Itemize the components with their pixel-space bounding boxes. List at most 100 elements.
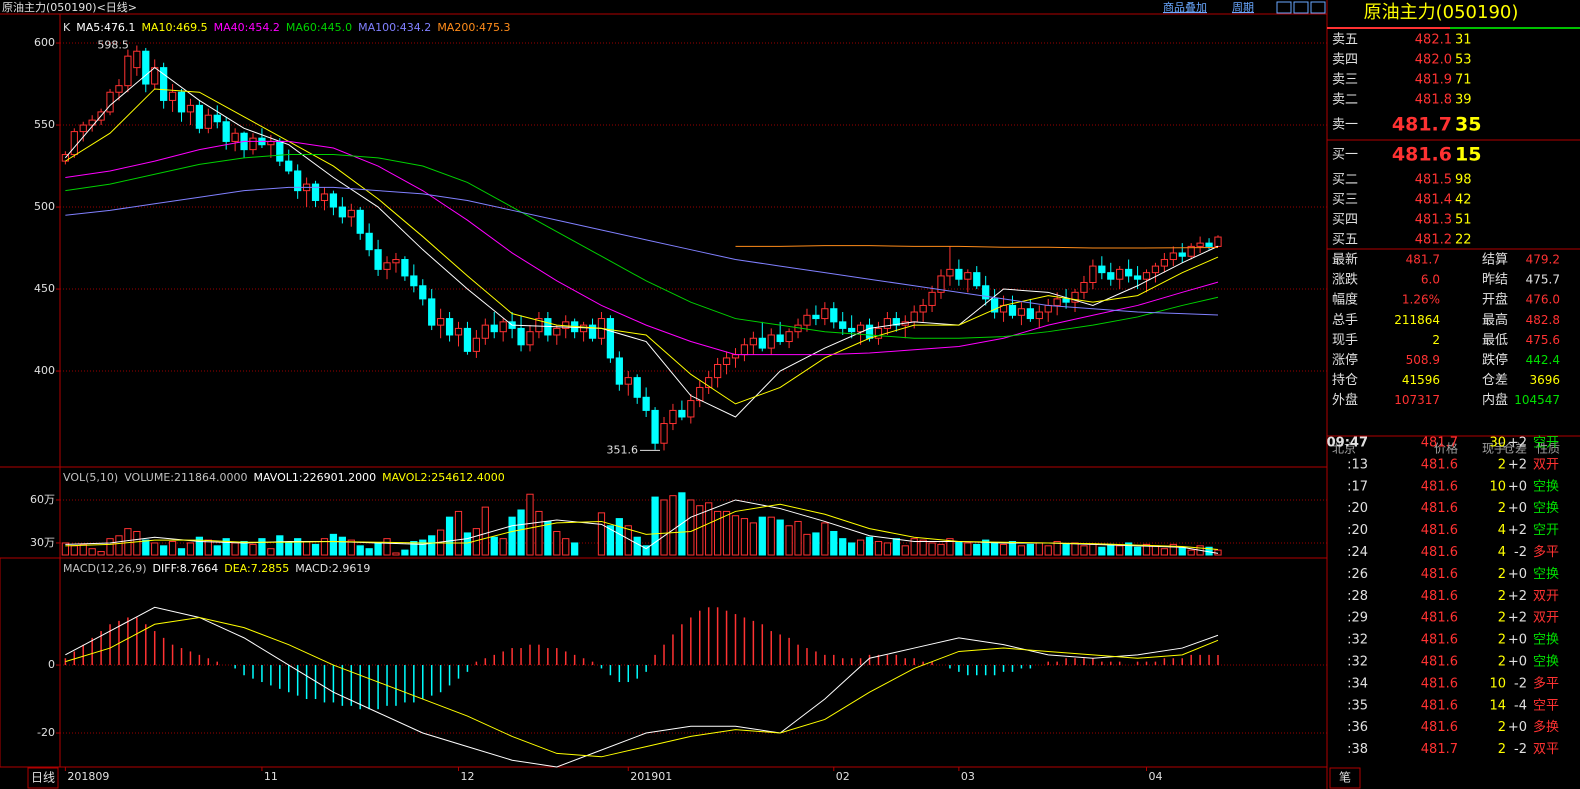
stat-value: 107317 bbox=[1394, 393, 1440, 407]
tick-cell: +0 bbox=[1508, 501, 1527, 516]
tick-cell: 空换 bbox=[1533, 501, 1559, 516]
candle-body bbox=[821, 308, 829, 320]
candle-body bbox=[982, 285, 990, 300]
volume-bar bbox=[722, 510, 731, 556]
tick-cell: 4 bbox=[1498, 523, 1506, 538]
candle-body bbox=[320, 193, 329, 201]
tick-cell: +0 bbox=[1508, 567, 1527, 582]
tick-cell: :32 bbox=[1347, 655, 1368, 670]
book-price: 481.4 bbox=[1415, 193, 1452, 208]
volume-bar bbox=[285, 542, 293, 556]
volume-bar bbox=[168, 541, 177, 556]
candle-body bbox=[365, 232, 373, 251]
candle-body bbox=[1205, 242, 1213, 247]
legend-entry: MA60:445.0 bbox=[286, 21, 352, 34]
stat-label: 外盘 bbox=[1332, 392, 1358, 408]
y-tick-label: 0 bbox=[48, 658, 55, 671]
candle-body bbox=[70, 131, 78, 156]
volume-bar bbox=[490, 536, 498, 556]
volume-bar bbox=[419, 539, 427, 556]
candle-body bbox=[526, 331, 534, 346]
candle-body bbox=[1107, 272, 1115, 280]
volume-bar bbox=[1017, 545, 1026, 556]
tick-cell: 481.6 bbox=[1421, 545, 1458, 560]
candle-body bbox=[955, 268, 963, 280]
candle-body bbox=[696, 386, 704, 402]
volume-bar bbox=[97, 551, 105, 556]
candle-body bbox=[937, 275, 945, 293]
candle-body bbox=[758, 337, 766, 349]
stat-value: 508.9 bbox=[1406, 353, 1440, 367]
book-price: 481.9 bbox=[1415, 73, 1452, 88]
candle-body bbox=[401, 259, 409, 277]
tick-cell: +2 bbox=[1508, 611, 1527, 626]
tick-cell: +2 bbox=[1508, 457, 1527, 472]
candle-body bbox=[883, 318, 892, 329]
volume-bar bbox=[892, 538, 900, 556]
candle-body bbox=[1133, 275, 1142, 280]
volume-bar bbox=[1035, 542, 1043, 556]
tick-cell: 2 bbox=[1498, 567, 1506, 582]
tick-cell: +2 bbox=[1508, 589, 1527, 604]
candle-body bbox=[1053, 298, 1061, 306]
tick-cell: :34 bbox=[1347, 676, 1368, 691]
stat-label: 涨跌 bbox=[1332, 272, 1358, 288]
period-link[interactable]: 周期 bbox=[1232, 1, 1254, 14]
volume-bar bbox=[937, 543, 945, 556]
y-tick-label: 600 bbox=[34, 36, 55, 49]
candle-body bbox=[445, 318, 454, 336]
line bbox=[64, 66, 1219, 418]
candle-body bbox=[1151, 265, 1160, 274]
tick-cell: 双开 bbox=[1533, 589, 1559, 604]
book-qty: 15 bbox=[1455, 144, 1481, 166]
candle-body bbox=[472, 337, 481, 352]
candle-body bbox=[946, 268, 954, 277]
book-label: 买三 bbox=[1332, 193, 1358, 208]
candle-body bbox=[517, 327, 525, 346]
candle-body bbox=[311, 183, 320, 201]
tick-cell: 双开 bbox=[1533, 611, 1559, 626]
tick-cell: 14 bbox=[1489, 698, 1506, 713]
period-tab[interactable] bbox=[27, 767, 59, 789]
candle-body bbox=[624, 377, 632, 385]
volume-bar bbox=[329, 533, 338, 556]
volume-bar bbox=[249, 543, 257, 556]
tick-cell: :38 bbox=[1347, 742, 1368, 757]
tick-cell: 空平 bbox=[1533, 698, 1559, 713]
volume-bar bbox=[481, 506, 489, 556]
volume-bar bbox=[472, 528, 481, 556]
candle-body bbox=[776, 334, 784, 343]
overlay-link[interactable]: 商品叠加 bbox=[1163, 0, 1207, 14]
volume-bar bbox=[1169, 543, 1177, 556]
tick-cell: 多换 bbox=[1533, 719, 1559, 735]
candle-body bbox=[660, 423, 668, 444]
stat-value: 2 bbox=[1432, 333, 1440, 347]
volume-bar bbox=[526, 493, 534, 556]
x-tick-label: 02 bbox=[836, 770, 850, 783]
volume-bar bbox=[1178, 546, 1186, 556]
nav-buttons[interactable] bbox=[1276, 1, 1326, 14]
trade-tab[interactable] bbox=[1329, 767, 1361, 789]
volume-bar bbox=[356, 545, 364, 556]
volume-bar bbox=[347, 539, 355, 556]
book-qty: 53 bbox=[1455, 53, 1472, 68]
tick-cell: 多平 bbox=[1533, 544, 1559, 560]
candle-body bbox=[812, 314, 820, 320]
candle-body bbox=[669, 409, 677, 425]
tick-header: 北京 bbox=[1332, 442, 1356, 456]
legend-entry: MA5:476.1 bbox=[76, 21, 135, 34]
tick-header: 仓差 bbox=[1503, 442, 1527, 456]
volume-bar bbox=[928, 542, 936, 556]
book-qty: 39 bbox=[1455, 93, 1472, 108]
candle-body bbox=[177, 91, 186, 113]
volume-bar bbox=[973, 543, 981, 556]
tick-cell: :29 bbox=[1347, 611, 1368, 626]
volume-bar bbox=[874, 541, 883, 556]
tick-cell: 09:47 bbox=[1327, 436, 1368, 451]
volume-bar bbox=[705, 502, 713, 556]
volume-bar bbox=[803, 533, 811, 556]
candle-body bbox=[705, 377, 713, 388]
volume-bar bbox=[428, 535, 436, 556]
volume-bar bbox=[821, 522, 829, 556]
